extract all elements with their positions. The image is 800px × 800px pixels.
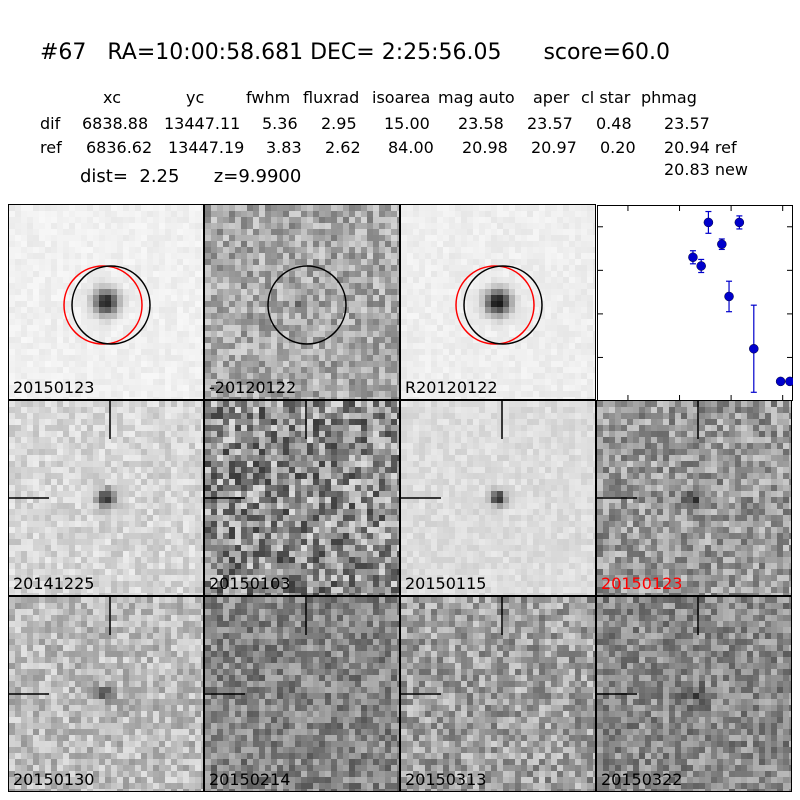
stamp-image bbox=[205, 597, 399, 791]
data-point bbox=[717, 239, 727, 249]
table-row-label: dif bbox=[40, 114, 61, 133]
image-stamp: 20150123 bbox=[596, 400, 792, 596]
table-cell: 6836.62 bbox=[86, 138, 153, 157]
table-header: fluxrad bbox=[303, 88, 360, 107]
data-point bbox=[785, 376, 793, 387]
stamp-date-label: 20150123 bbox=[13, 378, 95, 397]
stamp-date-label: 20150115 bbox=[405, 574, 487, 593]
stamp-image bbox=[9, 597, 203, 791]
image-stamp: 20150313 bbox=[400, 596, 596, 792]
new-magnitude: 20.83 new bbox=[664, 160, 748, 179]
table-cell: 84.00 bbox=[388, 138, 434, 157]
table-header: cl star bbox=[581, 88, 631, 107]
light-curve-chart: 2223242526−100−50050 bbox=[597, 205, 793, 401]
table-cell: 20.97 bbox=[531, 138, 577, 157]
image-stamp: 20141225 bbox=[8, 400, 204, 596]
black-aperture-circle bbox=[463, 265, 543, 345]
data-point bbox=[696, 261, 706, 271]
stamp-image bbox=[205, 205, 399, 399]
table-cell: 0.48 bbox=[596, 114, 632, 133]
stamp-date-label: 20150130 bbox=[13, 770, 95, 789]
page-title: #67 RA=10:00:58.681 DEC= 2:25:56.05 scor… bbox=[40, 40, 670, 65]
table-cell: 6838.88 bbox=[82, 114, 149, 133]
data-point bbox=[749, 343, 759, 354]
stamp-date-label: 20141225 bbox=[13, 574, 95, 593]
stamp-date-label: 20150214 bbox=[209, 770, 291, 789]
table-cell: 20.98 bbox=[462, 138, 508, 157]
table-header: mag auto bbox=[438, 88, 515, 107]
table-header: phmag bbox=[641, 88, 697, 107]
data-point bbox=[775, 376, 786, 387]
table-row-label: ref bbox=[40, 138, 62, 157]
image-stamp: R20120122 bbox=[400, 204, 596, 400]
stamp-image bbox=[401, 205, 595, 399]
image-stamp: 20150123 bbox=[8, 204, 204, 400]
table-cell: 13447.11 bbox=[164, 114, 241, 133]
image-stamp: 20150103 bbox=[204, 400, 400, 596]
stamp-date-label: 20150313 bbox=[405, 770, 487, 789]
table-cell: 13447.19 bbox=[168, 138, 245, 157]
stamp-date-label: R20120122 bbox=[405, 378, 498, 397]
table-header: yc bbox=[186, 88, 205, 107]
table-header: fwhm bbox=[246, 88, 291, 107]
stamp-date-label: 20150123 bbox=[601, 574, 683, 593]
distance-redshift-line: dist= 2.25 z=9.9900 bbox=[80, 166, 302, 187]
table-header: isoarea bbox=[372, 88, 431, 107]
table-cell: 23.58 bbox=[458, 114, 504, 133]
stamp-date-label: 20150322 bbox=[601, 770, 683, 789]
red-aperture-circle bbox=[455, 265, 535, 345]
red-aperture-circle bbox=[63, 265, 143, 345]
table-cell: 0.20 bbox=[600, 138, 636, 157]
data-point bbox=[724, 291, 734, 302]
image-stamp: 20150322 bbox=[596, 596, 792, 792]
stamp-image bbox=[401, 597, 595, 791]
table-cell: 5.36 bbox=[262, 114, 298, 133]
table-cell: 23.57 bbox=[527, 114, 573, 133]
stamp-date-label: -20120122 bbox=[209, 378, 297, 397]
table-header: xc bbox=[103, 88, 121, 107]
table-header: aper bbox=[533, 88, 570, 107]
table-cell: 3.83 bbox=[266, 138, 302, 157]
image-stamp: 20150214 bbox=[204, 596, 400, 792]
stamp-image bbox=[401, 401, 595, 595]
stamp-image bbox=[597, 401, 791, 595]
stamp-image bbox=[9, 401, 203, 595]
table-cell: 2.95 bbox=[321, 114, 357, 133]
black-aperture-circle bbox=[267, 265, 347, 345]
stamp-image bbox=[9, 205, 203, 399]
table-cell: 20.94 ref bbox=[664, 138, 737, 157]
data-point bbox=[734, 217, 745, 228]
stamp-image bbox=[597, 597, 791, 791]
data-point bbox=[703, 217, 714, 228]
table-cell: 2.62 bbox=[325, 138, 361, 157]
table-cell: 15.00 bbox=[384, 114, 430, 133]
image-stamp: 20150115 bbox=[400, 400, 596, 596]
table-cell: 23.57 bbox=[664, 114, 710, 133]
stamp-date-label: 20150103 bbox=[209, 574, 291, 593]
stamp-image bbox=[205, 401, 399, 595]
black-aperture-circle bbox=[71, 265, 151, 345]
image-stamp: -20120122 bbox=[204, 204, 400, 400]
data-point bbox=[688, 252, 698, 263]
image-stamp: 20150130 bbox=[8, 596, 204, 792]
plot-frame bbox=[597, 205, 793, 401]
